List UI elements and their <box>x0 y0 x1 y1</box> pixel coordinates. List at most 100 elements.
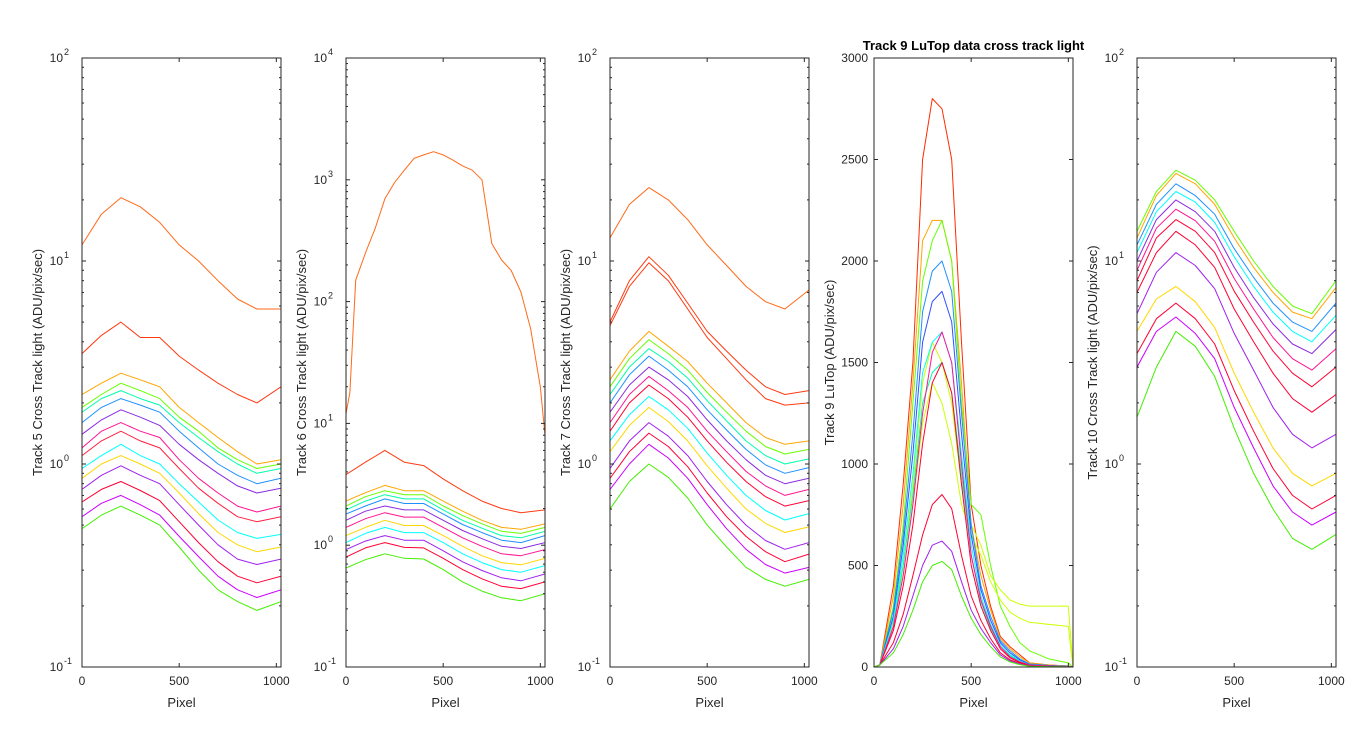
series-group <box>1137 169 1336 550</box>
axes-frame <box>81 57 282 668</box>
series-line-2 <box>82 321 281 404</box>
series-line-1 <box>346 151 545 436</box>
series-line-7 <box>1137 219 1336 388</box>
x-axis-label: Pixel <box>1222 695 1250 710</box>
y-tick-label: 10 <box>314 416 328 430</box>
series-line-12 <box>1137 316 1336 526</box>
series-line-3 <box>610 262 809 406</box>
series-line-7 <box>346 505 545 549</box>
series-line-13 <box>346 553 545 602</box>
y-tick-label: 10 <box>578 51 592 65</box>
series-line-6 <box>1137 208 1336 371</box>
series-line-12 <box>346 542 545 590</box>
y-tick-label: 10 <box>50 660 64 674</box>
series-line-5 <box>1137 199 1336 355</box>
x-tick-label: 1000 <box>1055 674 1082 688</box>
series-line-4 <box>1137 191 1336 343</box>
series-line-11 <box>610 396 809 521</box>
y-tick-exponent: 0 <box>64 453 69 463</box>
chart-title: Track 9 LuTop data cross track light <box>863 38 1085 53</box>
series-line-16 <box>610 463 809 587</box>
series-group <box>346 151 545 602</box>
y-tick-label: 10 <box>314 51 328 65</box>
x-tick-label: 1000 <box>791 674 818 688</box>
x-tick-label: 0 <box>1134 674 1141 688</box>
y-tick-label: 10 <box>1105 254 1119 268</box>
series-line-4 <box>346 490 545 534</box>
series-line-6 <box>82 398 281 485</box>
series-line-4 <box>610 330 809 445</box>
series-line-3 <box>1137 183 1336 332</box>
y-tick-label: 10 <box>578 660 592 674</box>
series-group <box>82 197 281 611</box>
series-line-11 <box>1137 302 1336 510</box>
series-line-8 <box>346 512 545 557</box>
y-tick-exponent: 2 <box>1119 47 1124 57</box>
y-tick-label: 10 <box>50 51 64 65</box>
axes-frame <box>1136 57 1337 668</box>
x-tick-label: 500 <box>1224 674 1244 688</box>
series-line-1 <box>610 187 809 310</box>
series-line-5 <box>82 390 281 474</box>
y-tick-exponent: 2 <box>64 47 69 57</box>
x-axis-label: Pixel <box>959 695 987 710</box>
series-line-2 <box>346 449 545 514</box>
series-line-14 <box>82 494 281 598</box>
series-line-5 <box>610 339 809 455</box>
series-line-10 <box>1137 285 1336 487</box>
y-tick-exponent: 4 <box>328 47 333 57</box>
series-line-13 <box>610 422 809 550</box>
series-line-12 <box>82 465 281 565</box>
x-tick-label: 500 <box>961 674 981 688</box>
x-tick-label: 0 <box>871 674 878 688</box>
series-line-9 <box>346 519 545 566</box>
series-line-10 <box>610 384 809 507</box>
y-tick-label: 1000 <box>841 457 868 471</box>
series-line-7 <box>610 355 809 474</box>
series-line-8 <box>610 366 809 485</box>
y-axis-label: Track 9 LuTop (ADU/pix/sec) <box>822 280 837 446</box>
series-line-14 <box>874 560 1073 667</box>
x-tick-label: 0 <box>343 674 350 688</box>
series-line-11 <box>82 455 281 553</box>
series-line-6 <box>346 498 545 544</box>
y-tick-label: 10 <box>314 538 328 552</box>
series-line-13 <box>82 481 281 584</box>
y-tick-exponent: -1 <box>592 656 600 666</box>
series-line-14 <box>610 432 809 563</box>
y-tick-label: 10 <box>50 457 64 471</box>
y-tick-exponent: 3 <box>328 169 333 179</box>
series-line-2 <box>610 256 809 395</box>
y-tick-label: 0 <box>861 660 868 674</box>
series-line-15 <box>610 443 809 574</box>
series-line-3 <box>82 372 281 465</box>
y-tick-label: 2500 <box>841 153 868 167</box>
y-tick-exponent: -1 <box>328 656 336 666</box>
y-tick-exponent: 2 <box>328 291 333 301</box>
series-line-4 <box>82 382 281 469</box>
series-line-8 <box>82 422 281 513</box>
y-tick-exponent: 1 <box>64 250 69 260</box>
y-tick-exponent: -1 <box>64 656 72 666</box>
series-group <box>874 98 1073 667</box>
series-line-5 <box>346 494 545 539</box>
series-line-1 <box>1137 169 1336 315</box>
series-line-3 <box>346 484 545 530</box>
series-line-7 <box>82 409 281 494</box>
series-line-2 <box>1137 172 1336 320</box>
y-tick-label: 10 <box>1105 660 1119 674</box>
y-axis-label: Track 6 Cross Track light (ADU/pix/sec) <box>294 249 309 476</box>
x-tick-label: 500 <box>169 674 189 688</box>
series-line-12 <box>610 406 809 533</box>
series-line-8 <box>1137 230 1336 413</box>
series-line-6 <box>610 348 809 465</box>
x-tick-label: 1000 <box>1318 674 1345 688</box>
series-line-11 <box>346 535 545 582</box>
y-axis-label: Track 10 Cross Track light (ADU/pix/sec) <box>1085 245 1100 479</box>
series-line-15 <box>82 505 281 611</box>
